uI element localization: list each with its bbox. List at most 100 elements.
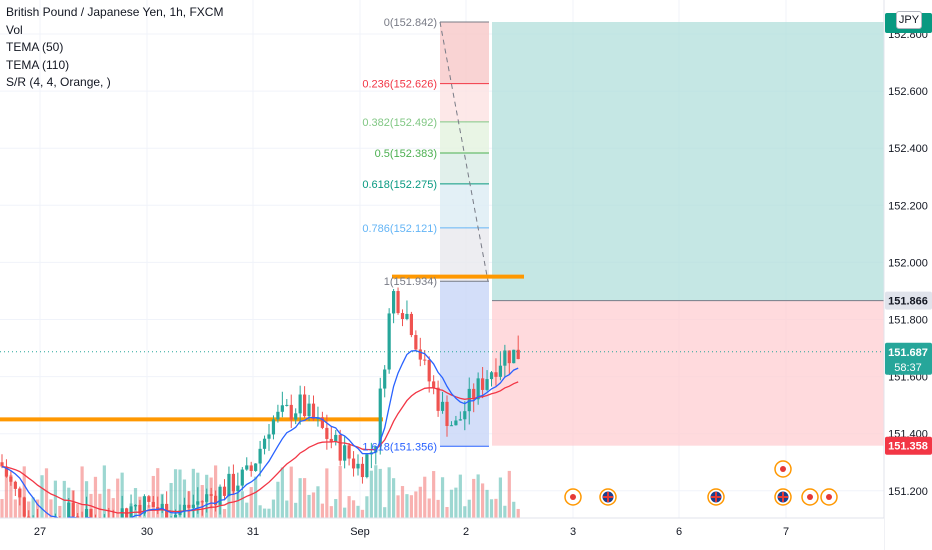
- uk-event-icon[interactable]: [707, 488, 725, 506]
- y-tick-label: 152.600: [888, 86, 928, 98]
- candle: [165, 503, 169, 522]
- event-markers[interactable]: [564, 460, 838, 506]
- volume-bar: [276, 481, 280, 518]
- volume-bar: [169, 482, 173, 518]
- candle: [142, 496, 146, 514]
- indicator-tema-50[interactable]: TEMA (50): [6, 40, 64, 54]
- volume-bar: [463, 506, 467, 518]
- volume-bar: [400, 486, 405, 518]
- volume-bar: [245, 502, 249, 518]
- candle: [22, 497, 26, 517]
- volume-bar: [80, 466, 84, 518]
- fib-band: [440, 183, 489, 228]
- x-tick-label: Sep: [350, 526, 370, 538]
- target-price-label: [885, 291, 932, 310]
- candle: [138, 504, 142, 514]
- fib-trend-line: [439, 21, 489, 282]
- volume-bar: [98, 493, 102, 518]
- y-tick-label: 152.000: [888, 257, 928, 269]
- symbol-title[interactable]: British Pound / Japanese Yen, 1h, FXCM: [6, 5, 224, 19]
- volume-bar: [445, 506, 449, 518]
- event-dot-icon[interactable]: [820, 488, 838, 506]
- volume-bar: [369, 470, 373, 518]
- indicator-vol[interactable]: Vol: [6, 22, 23, 37]
- y-tick-label: 152.400: [888, 143, 928, 155]
- candle: [467, 388, 471, 412]
- volume-bar: [13, 499, 17, 518]
- volume-bar: [262, 508, 267, 518]
- candle: [84, 508, 89, 525]
- candle: [187, 504, 191, 508]
- fib-band: [440, 153, 489, 184]
- candle: [405, 313, 409, 319]
- candle: [498, 365, 502, 377]
- candle: [449, 425, 454, 427]
- volume-bar: [405, 494, 409, 518]
- volume-bar: [111, 498, 115, 518]
- candle: [400, 313, 405, 319]
- candle: [227, 473, 231, 496]
- currency-button[interactable]: JPY: [896, 11, 922, 29]
- uk-event-icon[interactable]: [774, 488, 792, 506]
- candle: [440, 401, 445, 411]
- candle: [365, 454, 369, 478]
- volume-bar: [409, 495, 413, 518]
- event-center: [826, 494, 832, 500]
- x-tick-label: 30: [141, 526, 153, 538]
- volume-bar: [178, 469, 182, 518]
- volume-bar: [392, 478, 396, 518]
- indicator-sr[interactable]: S/R (4, 4, Orange, ): [6, 75, 111, 89]
- candle: [289, 404, 293, 420]
- candle: [329, 438, 333, 442]
- candle: [205, 494, 209, 502]
- volume-bar: [258, 505, 262, 518]
- volume-bar: [289, 466, 293, 518]
- volume-bar: [40, 475, 44, 518]
- candle: [378, 388, 382, 447]
- fib-label: 1.618(151.356): [362, 441, 437, 453]
- uk-event-icon[interactable]: [599, 488, 617, 506]
- candle: [196, 501, 200, 505]
- target-zone: [492, 22, 884, 301]
- y-tick-label: 151.200: [888, 486, 928, 498]
- volume-bar: [22, 466, 26, 518]
- volume-bar: [334, 499, 338, 518]
- event-dot-icon[interactable]: [774, 460, 792, 478]
- event-dot-icon[interactable]: [801, 488, 819, 506]
- fib-band: [440, 83, 489, 122]
- fib-label: 0.786(152.121): [362, 223, 437, 235]
- volume-bar: [280, 467, 284, 518]
- candle: [245, 465, 249, 470]
- y-tick-label: 151.800: [888, 315, 928, 327]
- event-dot-icon[interactable]: [564, 488, 582, 506]
- candle: [267, 434, 271, 439]
- candle: [254, 463, 258, 471]
- fib-label: 0.5(152.383): [375, 148, 437, 160]
- volume-bar: [267, 508, 271, 518]
- volume-bar: [436, 499, 440, 518]
- candle: [262, 438, 267, 449]
- indicator-tema-110[interactable]: TEMA (110): [6, 57, 70, 72]
- fib-label: 0.618(152.275): [362, 179, 437, 191]
- candle: [156, 507, 160, 510]
- volume-bar: [316, 486, 320, 518]
- volume-bar: [307, 494, 311, 518]
- candle: [347, 445, 351, 459]
- volume-bar: [0, 499, 4, 518]
- volume-bar: [427, 498, 431, 518]
- candle: [507, 350, 511, 364]
- candle: [485, 379, 489, 390]
- volume-bar: [449, 489, 454, 518]
- candle: [191, 504, 195, 508]
- candle: [409, 313, 413, 336]
- stop-price-label-text: 151.358: [888, 441, 928, 453]
- candle: [182, 504, 187, 511]
- x-tick-label: 27: [34, 526, 46, 538]
- candle: [476, 378, 480, 400]
- volume-bar: [227, 492, 231, 518]
- volume-bar: [481, 483, 485, 518]
- candle: [414, 335, 418, 350]
- price-axis: [884, 0, 932, 550]
- volume-bar: [489, 499, 494, 518]
